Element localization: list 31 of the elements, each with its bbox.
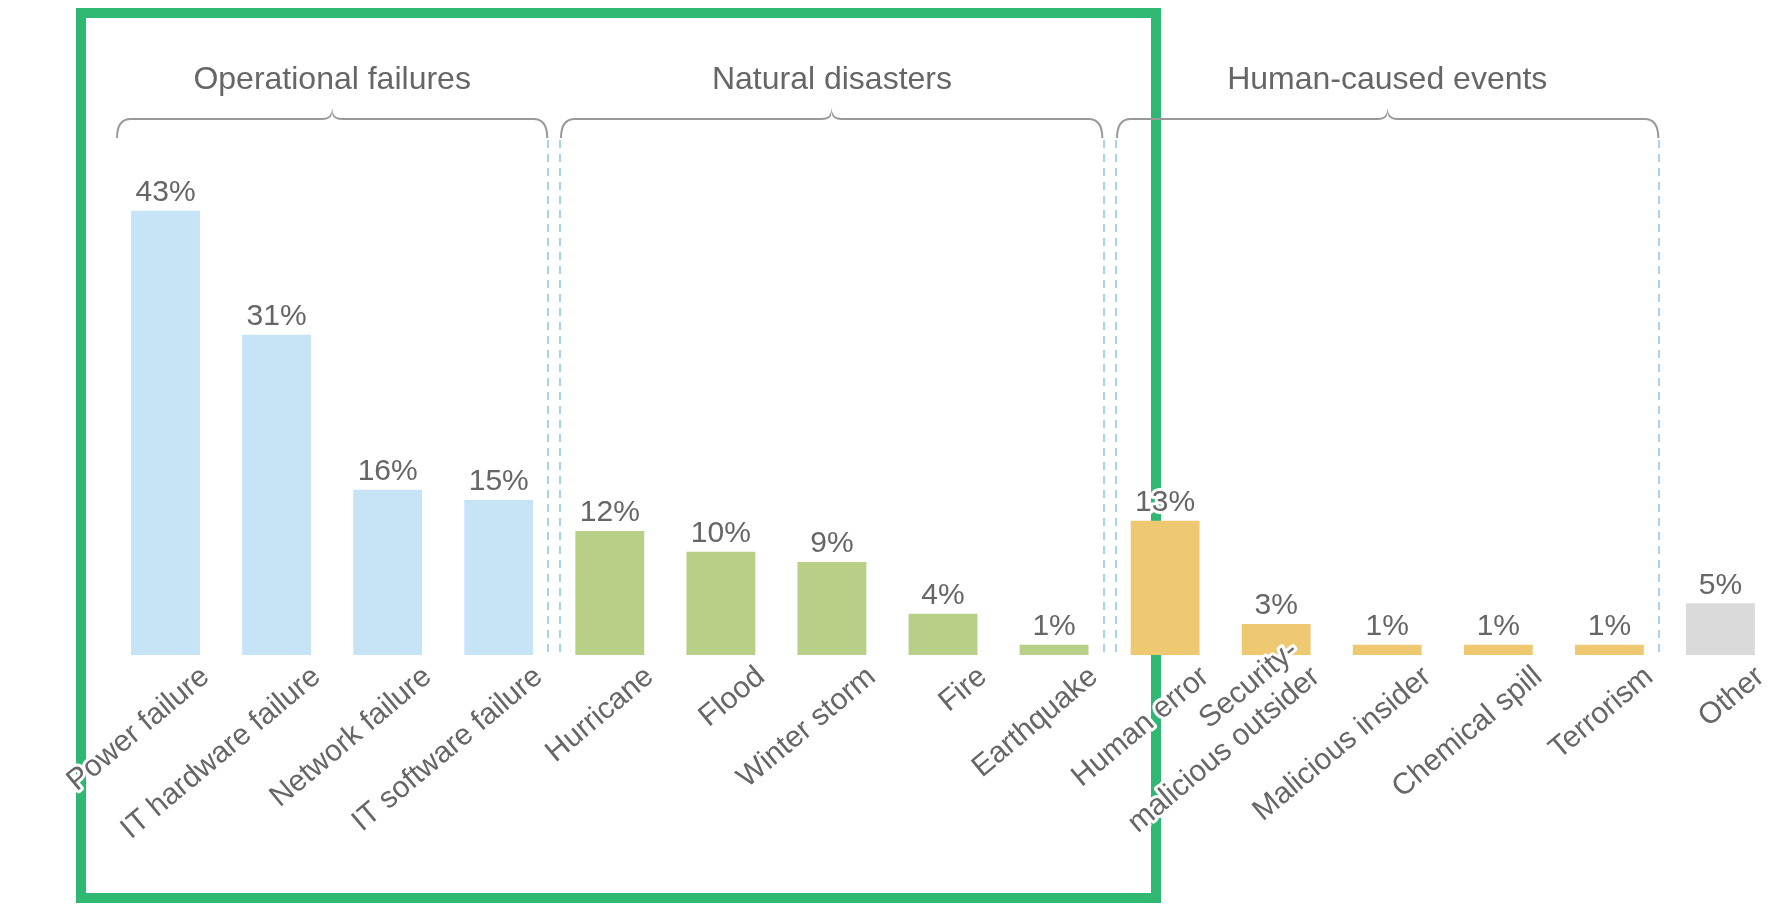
data-label: 5% xyxy=(1698,566,1743,600)
bar xyxy=(464,500,534,655)
bar xyxy=(575,531,645,655)
bar xyxy=(242,334,312,655)
data-label: 1% xyxy=(1476,607,1521,641)
bar xyxy=(1574,644,1644,655)
data-label: 12% xyxy=(579,494,640,528)
data-label: 1% xyxy=(1587,607,1632,641)
data-label: 43% xyxy=(135,173,196,207)
data-label: 3% xyxy=(1254,587,1298,621)
bar xyxy=(1352,644,1422,655)
data-label: 10% xyxy=(690,514,751,548)
bar xyxy=(131,210,200,655)
bar xyxy=(686,551,756,655)
text: Operational failures xyxy=(193,59,471,96)
bar xyxy=(1463,644,1533,655)
bar xyxy=(908,613,978,655)
bar xyxy=(797,562,867,655)
bar xyxy=(1686,603,1755,655)
text: Human-caused events xyxy=(1227,59,1548,96)
data-label: 16% xyxy=(357,452,418,486)
data-label: 31% xyxy=(246,297,307,331)
data-label: 15% xyxy=(468,463,529,497)
bar xyxy=(1130,520,1200,655)
text: Natural disasters xyxy=(711,59,952,96)
data-label: 9% xyxy=(810,525,854,559)
bar xyxy=(353,489,423,655)
data-label: 1% xyxy=(1365,607,1409,641)
bar xyxy=(1019,644,1089,655)
data-label: 4% xyxy=(921,576,965,610)
data-label: 1% xyxy=(1032,607,1076,641)
